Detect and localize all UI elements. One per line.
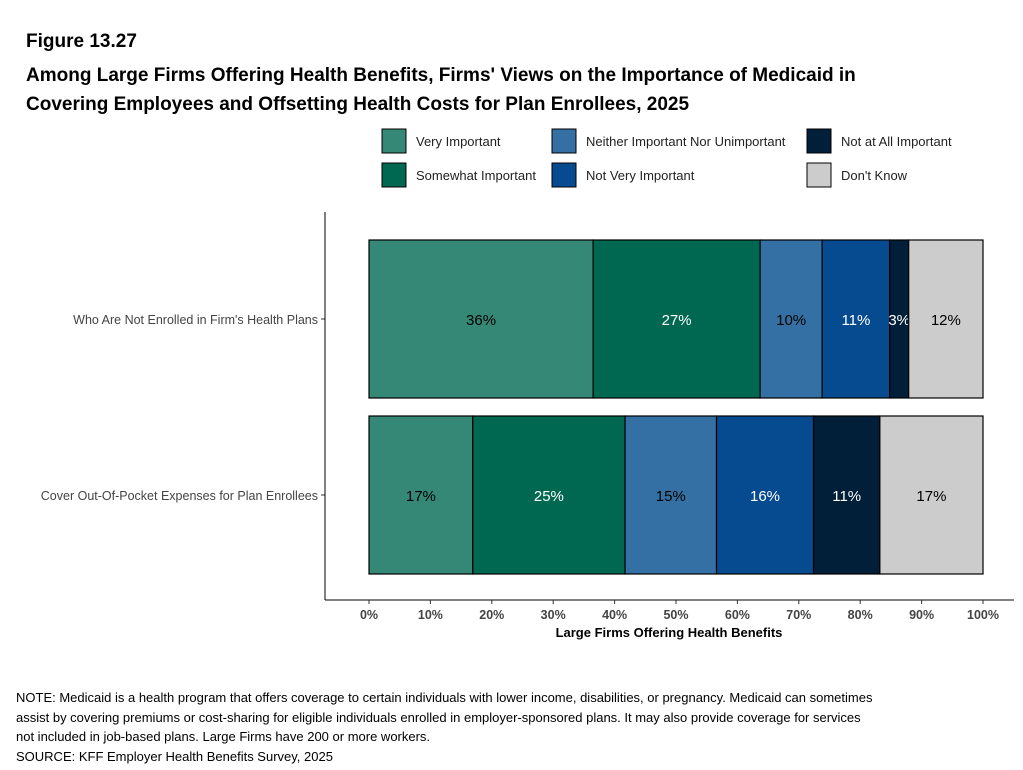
bar-segment (715, 415, 815, 575)
stacked-bar-chart: Very Important Somewhat Important Neither … (41, 128, 1014, 640)
note-line: NOTE: Medicaid is a health program that … (16, 690, 873, 705)
note-line: assist by covering premiums or cost-shar… (16, 709, 861, 725)
legend-label: Not Very Important (586, 168, 695, 183)
bar-segment (472, 415, 626, 575)
x-tick-label: 100% (967, 608, 999, 622)
data-label: 17% (406, 488, 436, 505)
bar-segment (879, 415, 984, 575)
source-line: SOURCE: KFF Employer Health Benefits Sur… (16, 748, 333, 764)
legend-label: Very Important (416, 134, 501, 149)
bar-segment (368, 239, 594, 399)
note-line: not included in job-based plans. Large F… (16, 729, 431, 744)
data-label: 11% (841, 312, 870, 329)
data-label: 16% (750, 488, 780, 505)
chart-title-line-1: Among Large Firms Offering Health Benefi… (26, 65, 856, 86)
category-label: Who Are Not Enrolled in Firm's Health Pl… (73, 313, 318, 327)
x-tick-label: 80% (848, 608, 873, 622)
bar-segment (759, 239, 823, 399)
data-label: 10% (776, 312, 806, 329)
legend-swatch (551, 128, 577, 154)
x-tick-label: 40% (602, 608, 627, 622)
data-label: 12% (931, 312, 961, 329)
data-label: 15% (656, 488, 686, 505)
x-tick-label: 0% (360, 608, 378, 622)
x-axis-title: Large Firms Offering Health Benefits (556, 625, 783, 640)
bar-segment (592, 239, 761, 399)
chart-title-line-2: Covering Employees and Offsetting Health… (26, 94, 690, 115)
legend-swatch (806, 128, 832, 154)
category-label: Cover Out-Of-Pocket Expenses for Plan En… (41, 489, 318, 503)
legend-label: Not at All Important (841, 134, 952, 149)
data-label: 3% (888, 312, 910, 329)
x-tick-label: 50% (663, 608, 688, 622)
data-label: 25% (534, 488, 564, 505)
legend-swatch (381, 162, 407, 188)
data-label: 36% (466, 312, 496, 329)
chart-notes: NOTE: Medicaid is a health program that … (16, 688, 1006, 766)
x-tick-label: 10% (418, 608, 443, 622)
bar-segment (624, 415, 718, 575)
legend-label: Don't Know (841, 168, 908, 183)
legend-swatch (381, 128, 407, 154)
legend-label: Neither Important Nor Unimportant (586, 134, 786, 149)
data-label: 17% (916, 488, 946, 505)
legend-swatch (551, 162, 577, 188)
bar-segment (908, 239, 984, 399)
x-tick-label: 20% (479, 608, 504, 622)
x-tick-label: 70% (786, 608, 811, 622)
chart-title: Among Large Firms Offering Health Benefi… (26, 61, 1006, 119)
bar-segment (821, 239, 891, 399)
legend-swatch (806, 162, 832, 188)
x-tick-label: 90% (909, 608, 934, 622)
legend-label: Somewhat Important (416, 168, 536, 183)
bar-segment (812, 415, 881, 575)
data-label: 11% (832, 488, 861, 505)
data-label: 27% (662, 312, 692, 329)
x-tick-label: 60% (725, 608, 750, 622)
x-tick-label: 30% (541, 608, 566, 622)
bar-segment (368, 415, 474, 575)
figure-label: Figure 13.27 (26, 31, 137, 52)
